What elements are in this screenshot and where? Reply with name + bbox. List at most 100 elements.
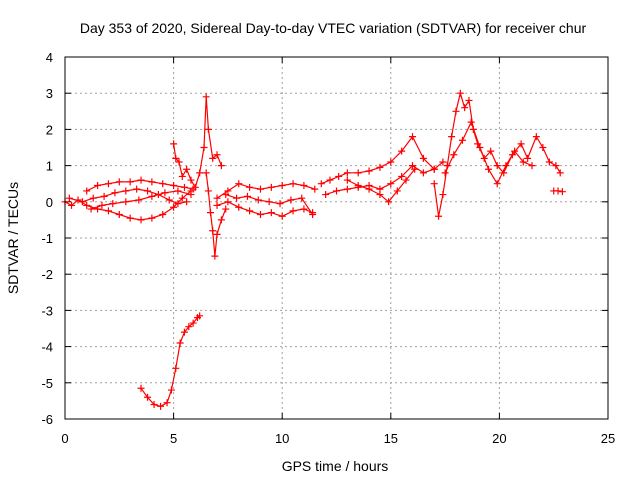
data-point	[115, 178, 123, 186]
series-e-trace	[173, 96, 222, 188]
data-point	[126, 214, 134, 222]
chart-title: Day 353 of 2020, Sidereal Day-to-day VTE…	[80, 20, 587, 36]
data-point	[133, 185, 141, 193]
data-point	[502, 162, 510, 170]
data-point	[552, 162, 560, 170]
series-h-trace	[216, 201, 314, 217]
data-point	[256, 210, 264, 218]
data-point	[398, 147, 406, 155]
y-tick-label: -2	[41, 267, 53, 282]
data-point	[435, 212, 443, 220]
y-axis-label: SDTVAR / TECUs	[5, 182, 21, 294]
data-point	[187, 176, 195, 184]
data-point	[174, 187, 182, 195]
series-k-trace	[320, 136, 435, 185]
data-point	[450, 151, 458, 159]
data-point	[176, 339, 184, 347]
series-k	[317, 133, 438, 188]
data-point	[387, 158, 395, 166]
data-point	[411, 165, 419, 173]
data-point	[196, 312, 204, 320]
data-point	[402, 176, 410, 184]
data-point	[170, 140, 178, 148]
data-point	[137, 384, 145, 392]
data-point	[419, 169, 427, 177]
y-tick-label: 0	[46, 195, 53, 210]
data-point	[122, 198, 130, 206]
data-series	[61, 89, 566, 410]
data-point	[68, 201, 76, 209]
data-point	[393, 187, 401, 195]
series-e	[170, 93, 225, 191]
data-point	[170, 182, 178, 190]
data-point	[83, 201, 91, 209]
data-point	[556, 169, 564, 177]
data-point	[111, 189, 119, 197]
data-point	[519, 158, 527, 166]
data-point	[83, 187, 91, 195]
data-point	[476, 144, 484, 151]
data-point	[532, 133, 540, 141]
x-tick-label: 20	[492, 431, 506, 446]
data-point	[461, 104, 469, 112]
data-point	[178, 172, 186, 180]
data-point	[326, 176, 334, 184]
data-point	[256, 185, 264, 193]
data-point	[309, 210, 317, 218]
series-l-trace	[325, 161, 444, 196]
data-point	[178, 194, 186, 202]
series-g-trace	[216, 183, 316, 199]
data-point	[204, 187, 212, 195]
data-point	[387, 180, 395, 188]
x-tick-label: 25	[601, 431, 615, 446]
data-point	[267, 183, 275, 191]
data-point	[144, 187, 152, 195]
data-point	[430, 165, 438, 173]
data-point	[100, 192, 108, 200]
data-point	[465, 96, 473, 104]
data-point	[265, 198, 273, 206]
data-point	[439, 191, 447, 199]
data-point	[493, 162, 501, 170]
x-tick-label: 0	[61, 431, 68, 446]
data-point	[458, 136, 466, 144]
data-point	[150, 401, 158, 409]
data-point	[148, 214, 156, 222]
series-p	[550, 187, 566, 196]
data-point	[376, 191, 384, 199]
data-point	[174, 200, 182, 208]
data-point	[298, 194, 306, 202]
data-point	[448, 133, 456, 141]
data-point	[87, 205, 95, 213]
data-point	[278, 212, 286, 220]
series-b-trace	[68, 188, 188, 205]
data-point	[78, 198, 86, 206]
data-point	[287, 196, 295, 204]
y-tick-label: -4	[41, 340, 53, 355]
data-point	[419, 154, 427, 162]
data-point	[148, 178, 156, 186]
data-point	[65, 194, 73, 202]
data-point	[365, 167, 373, 175]
data-point	[524, 154, 532, 162]
data-point	[224, 187, 232, 195]
data-point	[209, 154, 217, 162]
grid	[65, 57, 608, 419]
axis-tick-labels: 0 5 10 15 20 25 -6 -5 -4 -3 -2 -1 0 1 2 3 4	[41, 50, 615, 446]
x-tick-label: 5	[170, 431, 177, 446]
y-tick-label: -3	[41, 303, 53, 318]
data-point	[243, 192, 251, 200]
data-point	[487, 147, 495, 155]
data-point	[180, 328, 188, 336]
data-point	[161, 189, 169, 197]
data-point	[122, 187, 130, 195]
y-tick-label: 3	[46, 86, 53, 101]
data-point	[187, 191, 195, 199]
data-point	[175, 158, 183, 166]
data-point	[222, 205, 230, 213]
data-point	[343, 176, 351, 184]
data-point	[456, 89, 464, 97]
series-f-trace	[205, 172, 227, 257]
data-point	[196, 169, 204, 177]
